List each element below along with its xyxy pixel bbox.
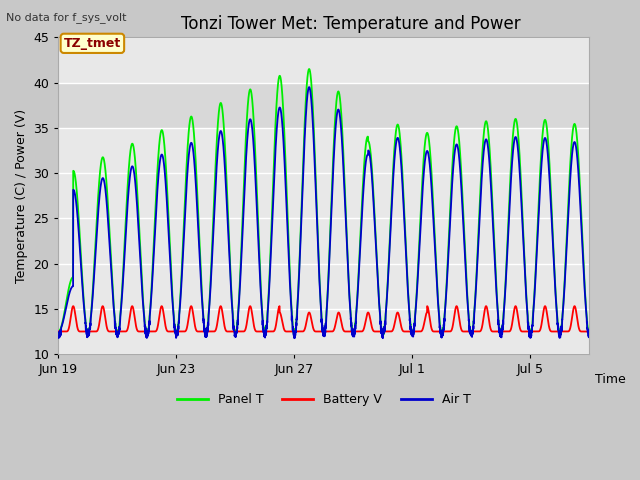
- Panel T: [304, 71, 312, 77]
- Panel T: [54, 331, 62, 336]
- Battery V: [304, 312, 312, 318]
- Panel T: [473, 262, 481, 268]
- Battery V: [150, 329, 158, 335]
- Bar: [58, 83, 589, 128]
- Panel T: [150, 240, 157, 245]
- Air T: [150, 251, 157, 256]
- Air T: [586, 333, 593, 339]
- Panel T: [586, 332, 593, 337]
- Panel T: [413, 278, 421, 284]
- Panel T: [585, 331, 593, 336]
- Text: No data for f_sys_volt: No data for f_sys_volt: [6, 12, 127, 23]
- Air T: [473, 268, 481, 274]
- Line: Air T: Air T: [58, 87, 589, 338]
- Title: Tonzi Tower Met: Temperature and Power: Tonzi Tower Met: Temperature and Power: [180, 15, 520, 33]
- Panel T: [305, 66, 313, 72]
- Legend: Panel T, Battery V, Air T: Panel T, Battery V, Air T: [172, 388, 476, 411]
- Battery V: [413, 329, 421, 335]
- Battery V: [585, 329, 593, 335]
- Air T: [585, 328, 593, 334]
- Panel T: [438, 333, 446, 338]
- Air T: [54, 333, 62, 339]
- Text: TZ_tmet: TZ_tmet: [64, 37, 121, 50]
- Line: Battery V: Battery V: [58, 306, 589, 332]
- Text: Time: Time: [595, 373, 625, 386]
- Air T: [291, 336, 298, 341]
- Air T: [305, 84, 313, 90]
- Line: Panel T: Panel T: [58, 69, 589, 336]
- Battery V: [473, 329, 481, 335]
- Air T: [413, 281, 421, 287]
- Battery V: [69, 303, 77, 309]
- Battery V: [54, 329, 62, 335]
- Battery V: [586, 329, 593, 335]
- Air T: [443, 281, 451, 287]
- Panel T: [443, 276, 451, 282]
- Y-axis label: Temperature (C) / Power (V): Temperature (C) / Power (V): [15, 108, 28, 283]
- Air T: [304, 88, 312, 94]
- Battery V: [443, 329, 451, 335]
